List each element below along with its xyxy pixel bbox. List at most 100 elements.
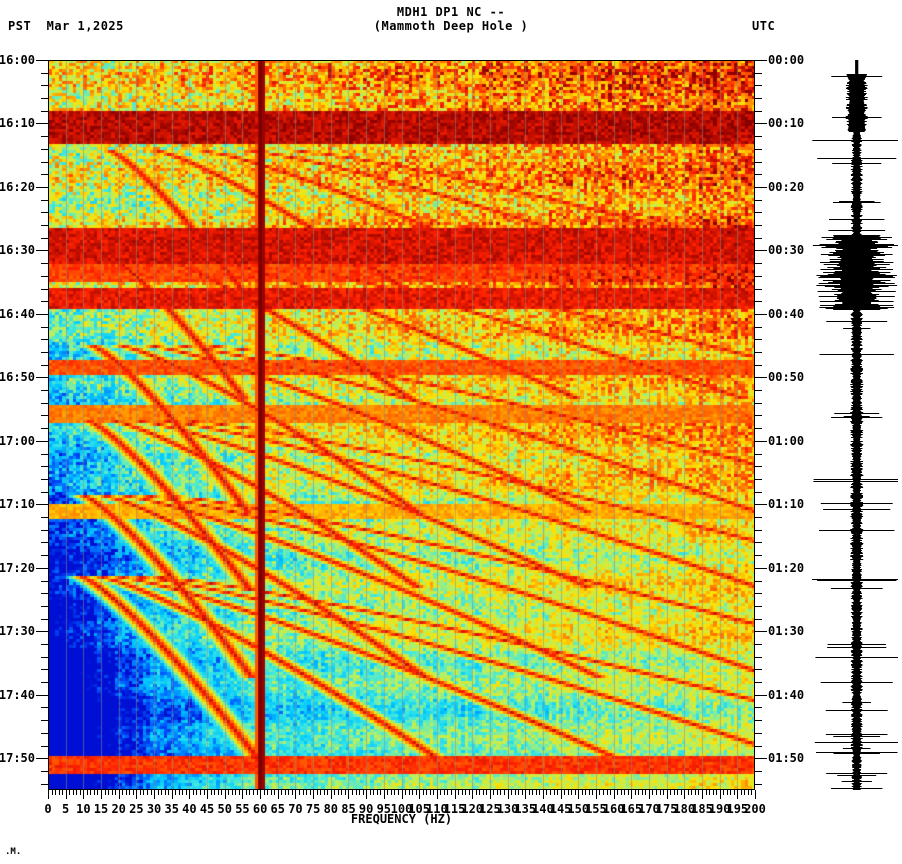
freq-minor-tick bbox=[458, 790, 459, 795]
freq-minor-tick bbox=[493, 790, 494, 795]
freq-minor-tick bbox=[730, 790, 731, 795]
freq-major-tick bbox=[331, 790, 332, 799]
axis-minor-tick bbox=[41, 415, 48, 417]
axis-minor-tick bbox=[41, 466, 48, 468]
axis-major-tick bbox=[755, 758, 767, 760]
axis-major-tick bbox=[36, 504, 48, 506]
freq-major-tick bbox=[101, 790, 102, 799]
freq-minor-tick bbox=[62, 790, 63, 795]
freq-tick-label: 170 bbox=[638, 802, 660, 816]
frequency-axis: 0 5 10 15 20 25 30 35 40 45 50 55 60 65 70 75 80 85 90 95 10… bbox=[44, 790, 766, 830]
axis-minor-tick bbox=[755, 466, 762, 468]
freq-major-tick bbox=[737, 790, 738, 799]
utc-time-label: 00:40 bbox=[768, 306, 805, 321]
freq-minor-tick bbox=[151, 790, 152, 795]
axis-minor-tick bbox=[41, 352, 48, 353]
axis-minor-tick bbox=[41, 326, 48, 328]
axis-minor-tick bbox=[41, 212, 48, 214]
axis-minor-tick bbox=[41, 72, 48, 74]
axis-minor-tick bbox=[755, 580, 762, 582]
utc-time-label: 01:20 bbox=[768, 560, 805, 575]
axis-minor-tick bbox=[41, 174, 48, 176]
freq-minor-tick bbox=[497, 790, 498, 795]
freq-minor-tick bbox=[582, 790, 583, 795]
freq-tick-label: 110 bbox=[426, 802, 448, 816]
axis-minor-tick bbox=[755, 542, 762, 544]
freq-minor-tick bbox=[585, 790, 586, 795]
freq-tick-label: 180 bbox=[673, 802, 696, 816]
freq-minor-tick bbox=[147, 790, 148, 795]
freq-minor-tick bbox=[652, 790, 653, 795]
axis-minor-tick bbox=[41, 542, 48, 544]
page-title: MDH1 DP1 NC -- bbox=[396, 5, 506, 19]
freq-minor-tick bbox=[504, 790, 505, 795]
axis-minor-tick bbox=[41, 288, 48, 290]
freq-major-tick bbox=[154, 790, 155, 799]
freq-tick-label: 50 bbox=[217, 802, 232, 816]
freq-minor-tick bbox=[610, 790, 611, 795]
freq-minor-tick bbox=[723, 790, 724, 795]
axis-major-tick bbox=[755, 567, 767, 569]
freq-minor-tick bbox=[557, 790, 558, 795]
utc-time-label: 00:10 bbox=[768, 116, 805, 131]
freq-minor-tick bbox=[129, 790, 130, 795]
freq-tick-label: 75 bbox=[305, 802, 321, 816]
axis-minor-tick bbox=[755, 478, 762, 480]
freq-tick-label: 65 bbox=[270, 802, 285, 816]
corner-artifact-mark: .M. bbox=[5, 847, 22, 857]
freq-minor-tick bbox=[267, 790, 268, 795]
freq-major-tick bbox=[561, 790, 562, 799]
axis-minor-tick bbox=[755, 352, 762, 353]
pst-time-label: 17:00 bbox=[0, 433, 35, 448]
freq-tick-label: 30 bbox=[146, 802, 162, 816]
axis-major-tick bbox=[36, 313, 48, 315]
axis-minor-tick bbox=[755, 263, 762, 265]
utc-time-label: 01:50 bbox=[768, 751, 805, 766]
freq-tick-label: 70 bbox=[288, 802, 303, 816]
utc-time-label: 01:10 bbox=[768, 497, 805, 512]
freq-minor-tick bbox=[688, 790, 689, 795]
freq-minor-tick bbox=[744, 790, 745, 795]
freq-minor-tick bbox=[292, 790, 293, 795]
freq-minor-tick bbox=[405, 790, 406, 795]
freq-minor-tick bbox=[235, 790, 236, 795]
freq-minor-tick bbox=[221, 790, 222, 795]
page-subtitle: (Mammoth Deep Hole ) bbox=[373, 19, 529, 33]
axis-minor-tick bbox=[41, 237, 48, 239]
axis-minor-tick bbox=[41, 682, 48, 684]
axis-major-tick bbox=[36, 694, 48, 696]
axis-minor-tick bbox=[755, 148, 762, 150]
freq-major-tick bbox=[207, 790, 208, 799]
freq-major-tick bbox=[225, 790, 226, 799]
axis-minor-tick bbox=[755, 415, 762, 417]
freq-tick-label: 10 bbox=[76, 802, 91, 816]
freq-minor-tick bbox=[469, 790, 470, 795]
freq-major-tick bbox=[720, 790, 721, 799]
axis-minor-tick bbox=[755, 390, 762, 392]
freq-major-tick bbox=[278, 790, 279, 799]
seismogram-trace bbox=[812, 60, 898, 790]
freq-minor-tick bbox=[709, 790, 710, 795]
freq-minor-tick bbox=[182, 790, 183, 795]
axis-minor-tick bbox=[755, 339, 762, 341]
freq-tick-label: 115 bbox=[443, 802, 466, 816]
pst-time-label: 17:10 bbox=[0, 497, 35, 512]
spectrogram-plot[interactable] bbox=[48, 60, 755, 790]
freq-major-tick bbox=[472, 790, 473, 799]
freq-minor-tick bbox=[373, 790, 374, 795]
freq-minor-tick bbox=[663, 790, 664, 795]
axis-major-tick bbox=[755, 504, 767, 506]
freq-tick-label: 15 bbox=[93, 802, 109, 816]
freq-minor-tick bbox=[94, 790, 95, 795]
freq-tick-label: 145 bbox=[549, 802, 572, 816]
freq-minor-tick bbox=[423, 790, 424, 795]
freq-major-tick bbox=[649, 790, 650, 799]
freq-major-tick bbox=[384, 790, 385, 799]
freq-tick-label: 90 bbox=[358, 802, 374, 816]
freq-minor-tick bbox=[126, 790, 127, 795]
axis-minor-tick bbox=[41, 225, 48, 227]
pst-time-label: 16:00 bbox=[0, 53, 35, 67]
pst-time-label: 17:50 bbox=[0, 751, 35, 766]
freq-major-tick bbox=[242, 790, 243, 799]
freq-minor-tick bbox=[112, 790, 113, 795]
